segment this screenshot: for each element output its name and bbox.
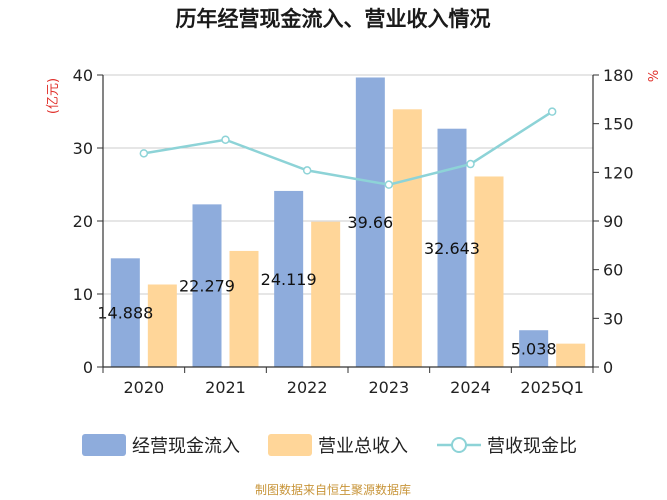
line-point bbox=[547, 107, 557, 116]
legend-swatch bbox=[268, 434, 312, 456]
y-left-tick-label: 40 bbox=[73, 66, 93, 85]
y-left-tick-label: 0 bbox=[83, 358, 93, 377]
line-point bbox=[221, 135, 230, 144]
y-right-tick-label: 90 bbox=[603, 212, 623, 231]
y-right-tick-label: 60 bbox=[603, 261, 623, 280]
y-right-tick-label: 0 bbox=[603, 358, 613, 377]
axes: 0 10 20 30 40 0 30 60 90 120 150 180 2020 2021 2022 202… bbox=[73, 66, 634, 397]
data-label: 24.119 bbox=[261, 270, 317, 289]
bar-revenue bbox=[474, 176, 504, 367]
line-point bbox=[139, 149, 149, 158]
data-labels: 14.888 22.279 24.119 39.66 32.643 5.038 bbox=[97, 213, 556, 358]
y-right-axis-label: % bbox=[647, 70, 662, 82]
legend: 经营现金流入 营业总收入 营收现金比 bbox=[82, 434, 577, 457]
bar-cash-inflow bbox=[192, 204, 222, 367]
bars bbox=[110, 77, 586, 368]
line-series bbox=[139, 107, 557, 189]
data-label: 32.643 bbox=[424, 239, 480, 258]
x-tick-label: 2022 bbox=[287, 378, 328, 397]
data-label: 39.66 bbox=[347, 213, 393, 232]
x-tick-label: 2020 bbox=[123, 378, 164, 397]
footer-source: 制图数据来自恒生聚源数据库 bbox=[255, 482, 411, 497]
line-point bbox=[466, 159, 475, 169]
bar-cash-inflow bbox=[519, 330, 549, 367]
data-label: 22.279 bbox=[179, 277, 235, 296]
bar-cash-inflow bbox=[355, 77, 385, 368]
legend-label: 营收现金比 bbox=[487, 436, 577, 457]
bar-revenue bbox=[392, 109, 422, 367]
x-tick-label: 2024 bbox=[450, 378, 491, 397]
line-point bbox=[384, 180, 394, 189]
y-right-tick-label: 180 bbox=[603, 66, 634, 85]
legend-label: 营业总收入 bbox=[318, 436, 408, 457]
bar-revenue bbox=[229, 250, 259, 367]
y-right-tick-label: 30 bbox=[603, 309, 623, 328]
legend-marker bbox=[451, 437, 467, 453]
gridlines bbox=[103, 74, 593, 295]
data-label: 14.888 bbox=[97, 304, 153, 323]
bar-cash-inflow bbox=[274, 190, 304, 367]
y-right-tick-label: 120 bbox=[603, 163, 634, 182]
legend-swatch bbox=[82, 434, 126, 456]
line-ratio bbox=[143, 110, 553, 186]
chart-title: 历年经营现金流入、营业收入情况 bbox=[176, 7, 491, 31]
data-label: 5.038 bbox=[511, 340, 557, 359]
x-tick-label: 2025Q1 bbox=[520, 378, 584, 397]
legend-label: 经营现金流入 bbox=[132, 436, 240, 457]
bar-revenue bbox=[556, 343, 586, 367]
bar-revenue bbox=[311, 221, 341, 367]
y-right-tick-label: 150 bbox=[603, 115, 634, 134]
x-tick-label: 2021 bbox=[205, 378, 246, 397]
y-left-tick-label: 10 bbox=[73, 285, 93, 304]
x-tick-label: 2023 bbox=[368, 378, 409, 397]
y-left-tick-label: 20 bbox=[73, 212, 93, 231]
y-left-tick-label: 30 bbox=[73, 139, 93, 158]
bar-revenue bbox=[147, 284, 177, 367]
bar-cash-inflow bbox=[110, 258, 140, 367]
line-point bbox=[302, 166, 312, 175]
y-left-axis-label: (亿元) bbox=[46, 78, 61, 114]
